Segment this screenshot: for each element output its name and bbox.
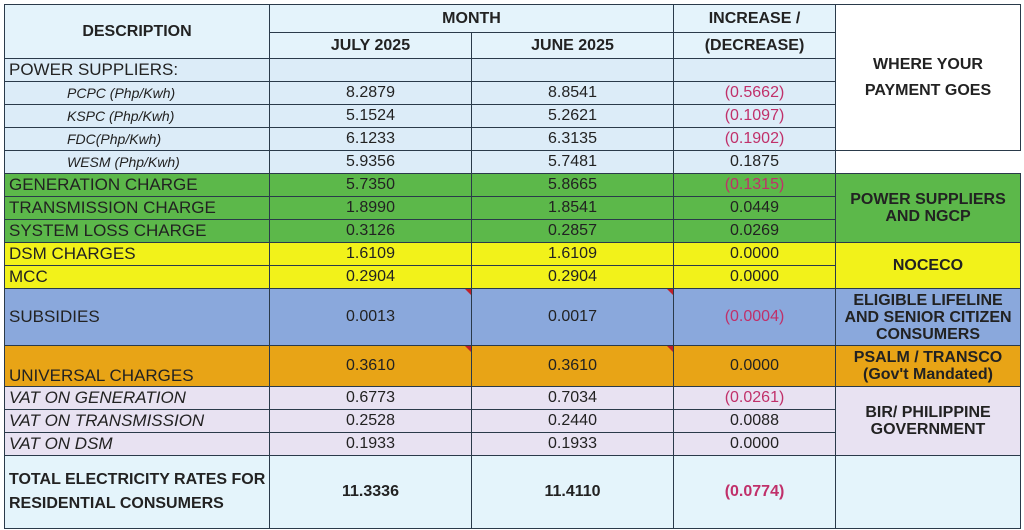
change-value: 0.0000 (673, 432, 836, 456)
change-value: (0.1902) (673, 127, 836, 151)
july-value: 0.3610 (269, 345, 472, 387)
subsidies-label: SUBSIDIES (4, 288, 270, 346)
description-header: DESCRIPTION (4, 4, 270, 59)
where-payment-goes-header: WHERE YOUR PAYMENT GOES (835, 4, 1021, 151)
july-2025-header: JULY 2025 (269, 32, 472, 59)
july-value: 0.1933 (269, 432, 472, 456)
june-value: 0.3610 (471, 345, 674, 387)
supplier-label: KSPC (Php/Kwh) (4, 104, 270, 128)
table-row: DSM CHARGES 1.6109 1.6109 0.0000 NOCECO (4, 242, 1021, 289)
psalm-transco-label: PSALM / TRANSCO (Gov't Mandated) (835, 345, 1021, 387)
change-value: 0.0269 (673, 219, 836, 243)
table-row: VAT ON TRANSMISSION 0.2528 0.2440 0.0088 (4, 409, 1021, 433)
total-june-value: 11.4110 (471, 455, 674, 529)
empty-cell (471, 58, 674, 82)
june-value: 0.2904 (471, 265, 674, 289)
empty-cell (673, 58, 836, 82)
june-value: 1.6109 (471, 242, 674, 266)
power-suppliers-label: POWER SUPPLIERS: (4, 58, 270, 82)
change-value: (0.1315) (673, 173, 836, 197)
vat-generation-label: VAT ON GENERATION (4, 386, 270, 410)
bir-government-label: BIR/ PHILIPPINE GOVERNMENT (835, 386, 1021, 456)
table-row: VAT ON GENERATION 0.6773 0.7034 (0.0261)… (4, 386, 1021, 456)
july-value: 0.2528 (269, 409, 472, 433)
change-value: (0.5662) (673, 81, 836, 105)
total-row: TOTAL ELECTRICITY RATES FOR RESIDENTIAL … (4, 455, 1021, 529)
table-row: MCC 0.2904 0.2904 0.0000 (4, 265, 1021, 289)
system-loss-charge-label: SYSTEM LOSS CHARGE (4, 219, 270, 243)
destination-text: PSALM / TRANSCO (Gov't Mandated) (853, 349, 1003, 383)
change-value: 0.0000 (673, 265, 836, 289)
table-row: GENERATION CHARGE 5.7350 5.8665 (0.1315)… (4, 173, 1021, 243)
table-row: VAT ON DSM 0.1933 0.1933 0.0000 (4, 432, 1021, 456)
change-value: 0.0000 (673, 345, 836, 387)
empty-cell (269, 58, 472, 82)
power-suppliers-ngcp-label: POWER SUPPLIERS AND NGCP (835, 173, 1021, 243)
where-payment-goes-label: WHERE YOUR PAYMENT GOES (864, 55, 992, 99)
june-value: 0.0017 (471, 288, 674, 346)
electricity-rates-table: DESCRIPTION MONTH INCREASE / WHERE YOUR … (4, 4, 1021, 529)
vat-dsm-label: VAT ON DSM (4, 432, 270, 456)
supplier-label: PCPC (Php/Kwh) (4, 81, 270, 105)
supplier-label: FDC(Php/Kwh) (4, 127, 270, 151)
june-value: 8.8541 (471, 81, 674, 105)
increase-header: INCREASE / (673, 4, 836, 33)
decrease-header: (DECREASE) (673, 32, 836, 59)
lifeline-senior-label: ELIGIBLE LIFELINE AND SENIOR CITIZEN CON… (835, 288, 1021, 346)
june-value: 0.2440 (471, 409, 674, 433)
july-value: 1.6109 (269, 242, 472, 266)
noceco-label: NOCECO (835, 242, 1021, 289)
june-value: 6.3135 (471, 127, 674, 151)
june-value: 0.7034 (471, 386, 674, 410)
july-value: 6.1233 (269, 127, 472, 151)
july-value: 5.7350 (269, 173, 472, 197)
table-row: KSPC (Php/Kwh) 5.1524 5.2621 (0.1097) (4, 104, 1021, 128)
june-value: 5.2621 (471, 104, 674, 128)
table-row: TRANSMISSION CHARGE 1.8990 1.8541 0.0449 (4, 196, 1021, 220)
change-value: 0.0449 (673, 196, 836, 220)
july-value: 5.1524 (269, 104, 472, 128)
july-value: 0.0013 (269, 288, 472, 346)
month-header: MONTH (269, 4, 674, 33)
june-value: 5.7481 (471, 150, 674, 174)
june-value: 0.2857 (471, 219, 674, 243)
vat-transmission-label: VAT ON TRANSMISSION (4, 409, 270, 433)
july-value: 1.8990 (269, 196, 472, 220)
transmission-charge-label: TRANSMISSION CHARGE (4, 196, 270, 220)
table-row: PCPC (Php/Kwh) 8.2879 8.8541 (0.5662) (4, 81, 1021, 105)
june-2025-header: JUNE 2025 (471, 32, 674, 59)
change-value: (0.0004) (673, 288, 836, 346)
june-value: 0.1933 (471, 432, 674, 456)
supplier-label: WESM (Php/Kwh) (4, 150, 270, 174)
total-july-value: 11.3336 (269, 455, 472, 529)
destination-text: POWER SUPPLIERS AND NGCP (850, 191, 1006, 225)
table-row: WESM (Php/Kwh) 5.9356 5.7481 0.1875 (4, 150, 1021, 174)
table-row: SUBSIDIES 0.0013 0.0017 (0.0004) ELIGIBL… (4, 288, 1021, 346)
table-row: UNIVERSAL CHARGES 0.3610 0.3610 0.0000 P… (4, 345, 1021, 387)
destination-text: BIR/ PHILIPPINE GOVERNMENT (865, 404, 991, 438)
mcc-label: MCC (4, 265, 270, 289)
july-value: 5.9356 (269, 150, 472, 174)
dsm-charges-label: DSM CHARGES (4, 242, 270, 266)
july-value: 0.6773 (269, 386, 472, 410)
change-value: 0.0000 (673, 242, 836, 266)
universal-charges-label: UNIVERSAL CHARGES (4, 345, 270, 387)
june-value: 5.8665 (471, 173, 674, 197)
change-value: (0.0261) (673, 386, 836, 410)
generation-charge-label: GENERATION CHARGE (4, 173, 270, 197)
june-value: 1.8541 (471, 196, 674, 220)
july-value: 0.3126 (269, 219, 472, 243)
change-value: 0.1875 (673, 150, 836, 174)
change-value: 0.0088 (673, 409, 836, 433)
total-change-value: (0.0774) (673, 455, 836, 529)
july-value: 0.2904 (269, 265, 472, 289)
table-row: FDC(Php/Kwh) 6.1233 6.3135 (0.1902) (4, 127, 1021, 151)
total-label: TOTAL ELECTRICITY RATES FOR RESIDENTIAL … (4, 455, 270, 529)
empty-cell (835, 455, 1021, 529)
change-value: (0.1097) (673, 104, 836, 128)
july-value: 8.2879 (269, 81, 472, 105)
destination-text: ELIGIBLE LIFELINE AND SENIOR CITIZEN CON… (844, 291, 1012, 343)
